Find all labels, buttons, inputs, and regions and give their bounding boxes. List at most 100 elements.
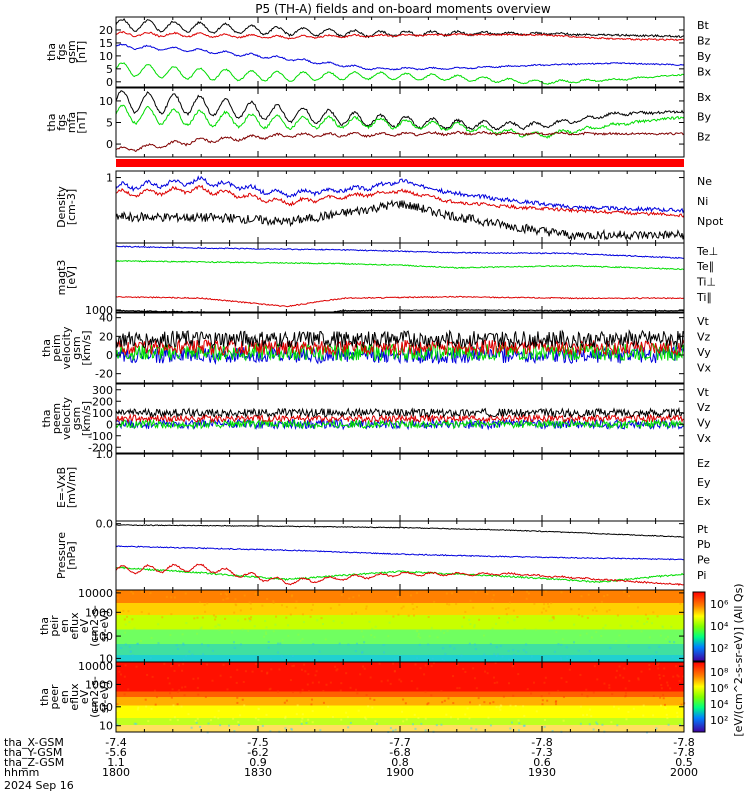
legend-entry: Vx [697, 432, 712, 445]
spectrogram-pixel [362, 665, 365, 668]
spectrogram-pixel [222, 663, 225, 666]
spectrogram-pixel [648, 646, 651, 649]
spectrogram-pixel [456, 687, 459, 690]
spectrogram-pixel [423, 673, 426, 676]
spectrogram-pixel [443, 631, 446, 634]
spectrogram-pixel [380, 680, 383, 683]
spectrogram-pixel [335, 669, 338, 672]
spectrogram-pixel [126, 615, 129, 618]
spectrogram-pixel [602, 627, 605, 630]
spectrogram-pixel [474, 648, 477, 651]
y-tick-label: 300 [92, 384, 113, 397]
spectrogram-pixel [207, 722, 210, 725]
panel-temperature: 1000 magt3[eV] Te⊥ Te∥ Ti⊥ Ti∥ [55, 242, 718, 317]
y-tick-label: 0 [106, 76, 113, 89]
spectrogram-pixel [615, 669, 618, 672]
footer-value: -7.8 [531, 736, 552, 749]
spectrogram-pixel [426, 703, 429, 706]
spectrogram-pixel [127, 610, 130, 613]
footer-value: -6.2 [247, 746, 268, 759]
y-axis-label: velocity [60, 326, 73, 369]
series-density-2 [116, 199, 684, 242]
spectrogram-pixel [116, 723, 119, 726]
spectrogram-pixel [336, 668, 339, 671]
spectrogram-pixel [365, 607, 368, 610]
spectrogram-pixel [478, 618, 481, 621]
spectrogram-pixel [285, 605, 288, 608]
spectrogram-pixel [483, 701, 486, 704]
spectrogram-pixel [196, 616, 199, 619]
spectrogram-pixel [640, 630, 643, 633]
spectrogram-pixel [412, 608, 415, 611]
spectrogram-pixel [120, 647, 123, 650]
spectrogram-pixel [320, 617, 323, 620]
spectrogram-pixel [604, 624, 607, 627]
spectrogram-pixel [399, 662, 402, 665]
spectrogram-pixel [338, 642, 341, 645]
spectrogram-pixel [424, 717, 427, 720]
spectrogram-pixel [369, 697, 372, 700]
spectrogram-pixel [157, 623, 160, 626]
y-tick-label: -200 [88, 441, 113, 454]
spectrogram-pixel [472, 667, 475, 670]
spectrogram-pixel [458, 687, 461, 690]
spectrogram-pixel [217, 717, 220, 720]
spectrogram-pixel [227, 597, 230, 600]
spectrogram-pixel [116, 703, 119, 706]
spectrogram-pixel [133, 627, 136, 630]
spectrogram-pixel [618, 634, 621, 637]
spectrogram-pixel [358, 594, 361, 597]
spectrogram-pixel [601, 723, 604, 726]
spectrogram-pixel [264, 620, 267, 623]
spectrogram-pixel [199, 627, 202, 630]
spectrogram-pixel [150, 636, 153, 639]
spectrogram-pixel [662, 674, 665, 677]
spectrogram-pixel [398, 678, 401, 681]
spectrogram-pixel [468, 701, 471, 704]
spectrogram-pixel [237, 721, 240, 724]
y-axis-label: [nT] [75, 111, 88, 133]
spectrogram-pixel [231, 631, 234, 634]
series-fgs-mag-2 [116, 130, 684, 152]
spectrogram-pixel [600, 634, 603, 637]
spectrogram-pixel [617, 707, 620, 710]
spectrogram-pixel [242, 680, 245, 683]
spectrogram-pixel [269, 658, 272, 661]
spectrogram-pixel [211, 679, 214, 682]
spectrogram-pixel [197, 677, 200, 680]
spectrogram-pixel [455, 603, 458, 606]
y-axis-label: mfa [65, 112, 78, 133]
spectrogram-pixel [373, 636, 376, 639]
spectrogram-pixel [486, 672, 489, 675]
spectrogram-pixel [493, 681, 496, 684]
spectrogram-pixel [676, 715, 679, 718]
spectrogram-pixel [660, 683, 663, 686]
spectrogram-pixel [655, 651, 658, 654]
spectrogram-pixel [135, 665, 138, 668]
spectrogram-pixel [522, 705, 525, 708]
spectrogram-pixel [592, 728, 595, 731]
spectrogram-pixel [322, 701, 325, 704]
spectrogram-pixel [221, 660, 224, 663]
spectrogram-pixel [254, 717, 257, 720]
series-peem-velocity-3 [116, 406, 684, 419]
spectrogram-pixel [428, 635, 431, 638]
spectrogram-pixel [173, 669, 176, 672]
spectrogram-pixel [526, 590, 529, 593]
series-temperature-2 [116, 295, 684, 308]
spectrogram-pixel [345, 711, 348, 714]
spectrogram-pixel [361, 650, 364, 653]
spectrogram-pixel [517, 673, 520, 676]
spectrogram-pixel [656, 664, 659, 667]
spectrogram-pixel [445, 592, 448, 595]
legend-entry: Vy [697, 346, 711, 359]
y-tick-label: 10000 [78, 660, 113, 673]
spectrogram-pixel [357, 709, 360, 712]
spectrogram-pixel [178, 689, 181, 692]
spectrogram-pixel [214, 615, 217, 618]
y-tick-label: 15 [99, 37, 113, 50]
spectrogram-pixel [502, 695, 505, 698]
colorbar-gradient [692, 591, 706, 662]
spectrogram-pixel [482, 634, 485, 637]
spectrogram-pixel [236, 701, 239, 704]
